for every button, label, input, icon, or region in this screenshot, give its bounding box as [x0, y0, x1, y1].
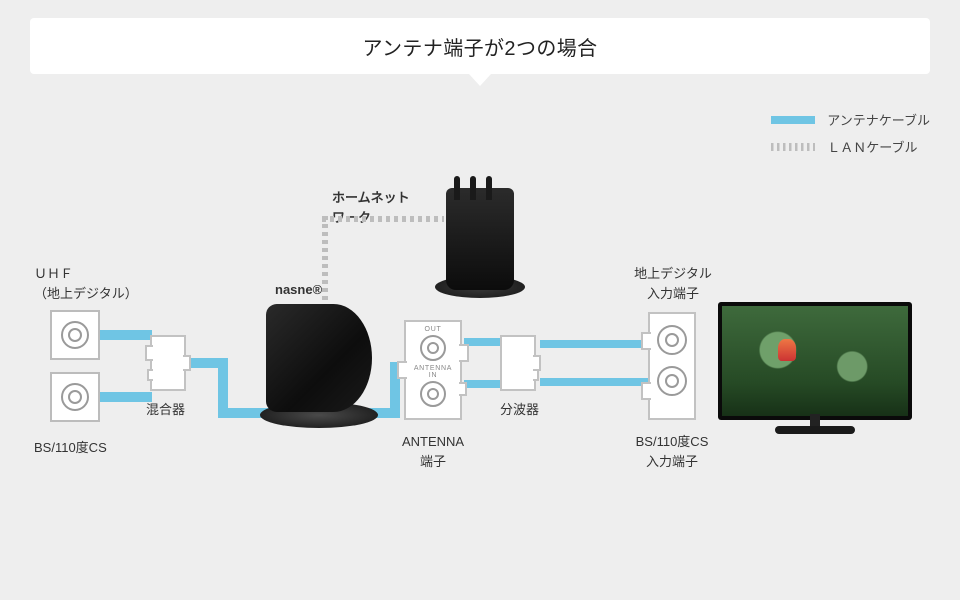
- label-ant-jack-1: ANTENNA: [402, 434, 464, 449]
- antenna-cable: [540, 340, 648, 348]
- title-bar: アンテナ端子が2つの場合: [30, 18, 930, 74]
- label-mixer: 混合器: [146, 400, 185, 420]
- lan-cable: [322, 216, 444, 222]
- jack-in-icon: [420, 381, 446, 407]
- antenna-cable: [96, 392, 152, 402]
- socket-bs: [50, 372, 100, 422]
- tv-input-jacks: [648, 312, 696, 420]
- label-tv-top-2: 入力端子: [647, 286, 699, 301]
- label-splitter: 分波器: [500, 400, 539, 420]
- swatch-lan: [771, 143, 815, 151]
- jack-ant-label: ANTENNA: [406, 365, 460, 372]
- legend-antenna-label: アンテナケーブル: [827, 110, 930, 129]
- tv-jack-bot-icon: [657, 366, 687, 396]
- label-uhf-2: （地上デジタル）: [34, 286, 138, 301]
- jack-in-label: IN: [406, 372, 460, 379]
- label-tv-top: 地上デジタル 入力端子: [628, 264, 718, 303]
- lan-cable: [322, 216, 328, 308]
- label-tv-top-1: 地上デジタル: [634, 266, 712, 281]
- label-bs: BS/110度CS: [34, 438, 107, 458]
- label-uhf: ＵＨＦ （地上デジタル）: [34, 264, 138, 303]
- label-antenna-jack: ANTENNA 端子: [398, 432, 468, 471]
- tv-jack-top-icon: [657, 325, 687, 355]
- router-device: [440, 178, 520, 298]
- label-ant-jack-2: 端子: [420, 454, 446, 469]
- label-tv-bot-2: 入力端子: [646, 454, 698, 469]
- legend-row-lan: ＬＡＮケーブル: [771, 137, 930, 156]
- label-uhf-1: ＵＨＦ: [34, 266, 73, 281]
- antenna-cable: [464, 380, 502, 388]
- splitter-box: [500, 335, 536, 391]
- title-text: アンテナ端子が2つの場合: [362, 32, 597, 61]
- swatch-antenna: [771, 116, 815, 124]
- mixer-box: [150, 335, 186, 391]
- antenna-cable: [540, 378, 648, 386]
- tv-device: [718, 302, 912, 434]
- antenna-cable: [96, 330, 152, 340]
- socket-uhf: [50, 310, 100, 360]
- label-tv-bot-1: BS/110度CS: [636, 434, 709, 449]
- label-nasne: nasne®: [275, 280, 322, 300]
- label-home-net-1: ホームネット: [332, 190, 410, 205]
- legend: アンテナケーブル ＬＡＮケーブル: [771, 110, 930, 164]
- legend-lan-label: ＬＡＮケーブル: [827, 137, 917, 156]
- nasne-device: [260, 300, 378, 430]
- title-tail: [469, 74, 491, 86]
- legend-row-antenna: アンテナケーブル: [771, 110, 930, 129]
- jack-out-label: OUT: [406, 326, 460, 333]
- antenna-cable: [464, 338, 502, 346]
- antenna-jack-block: OUT ANTENNA IN: [404, 320, 462, 420]
- jack-out-icon: [420, 335, 446, 361]
- label-tv-bot: BS/110度CS 入力端子: [624, 432, 720, 471]
